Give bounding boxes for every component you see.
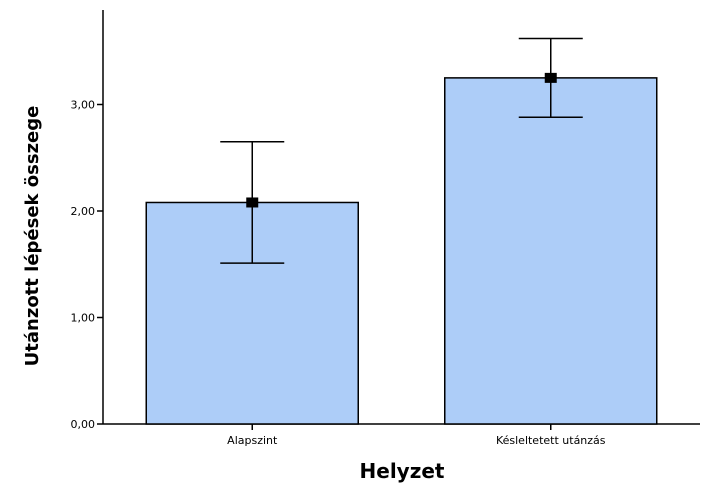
x-tick-label: Alapszint (227, 434, 278, 447)
y-tick-label: 2,00 (71, 205, 96, 218)
x-axis-title: Helyzet (360, 459, 445, 483)
error-bars (220, 37, 583, 264)
y-tick-label: 1,00 (71, 312, 96, 325)
mean-marker (246, 197, 259, 208)
x-tick-label: Késleltetett utánzás (496, 434, 606, 447)
bar (444, 77, 658, 425)
y-tick-label: 3,00 (71, 99, 96, 112)
mean-marker (544, 72, 557, 83)
x-ticks: Alapszint Késleltetett utánzás (227, 424, 606, 447)
y-axis-title: Utánzott lépések összege (22, 106, 43, 367)
y-tick-label: 0,00 (71, 418, 96, 431)
y-ticks: 0,00 1,00 2,00 3,00 (71, 99, 103, 431)
bars (145, 77, 658, 425)
